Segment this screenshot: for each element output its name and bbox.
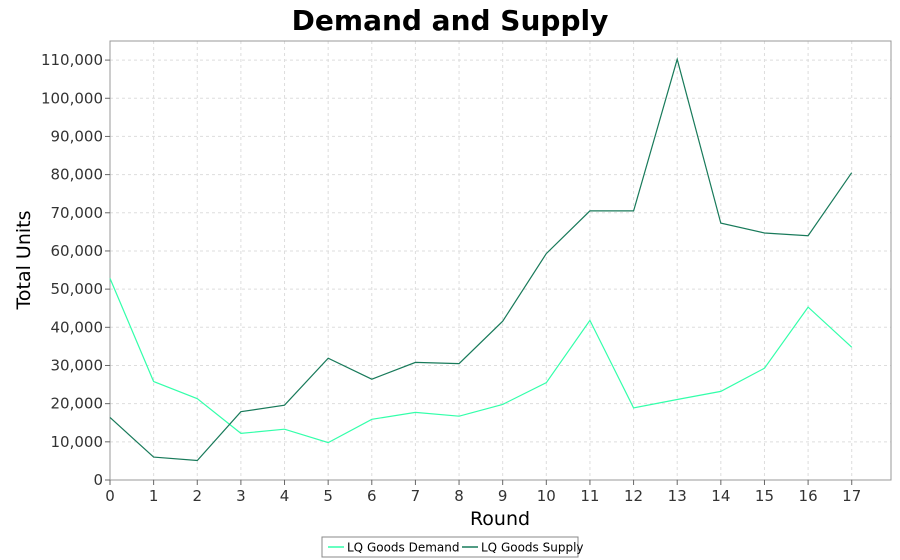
x-tick-label: 15: [755, 487, 774, 505]
y-tick-label: 70,000: [51, 204, 104, 222]
grid-lines: [109, 41, 891, 481]
series-line-lq-goods-demand: [109, 278, 853, 444]
x-tick-label: 2: [192, 487, 202, 505]
x-tick-label: 10: [537, 487, 556, 505]
y-tick-label: 0: [93, 471, 103, 489]
legend-box: [321, 536, 579, 558]
x-tick-label: 6: [367, 487, 377, 505]
y-tick-label: 10,000: [51, 433, 104, 451]
x-tick-label: 4: [280, 487, 290, 505]
x-tick-label: 17: [842, 487, 861, 505]
series-lines: [109, 57, 853, 462]
y-tick-label: 60,000: [51, 242, 104, 260]
y-tick-label: 100,000: [41, 89, 103, 107]
y-axis-label: Total Units: [13, 211, 35, 311]
legend-label: LQ Goods Supply: [481, 541, 584, 555]
x-tick-label: 3: [236, 487, 246, 505]
chart-title: Demand and Supply: [292, 4, 609, 37]
y-tick-label: 110,000: [41, 51, 103, 69]
x-tick-label: 7: [411, 487, 421, 505]
x-tick-label: 14: [711, 487, 730, 505]
y-tick-label: 20,000: [51, 395, 104, 413]
x-tick-label: 8: [454, 487, 464, 505]
x-tick-label: 5: [323, 487, 333, 505]
x-tick-label: 11: [580, 487, 599, 505]
legend-label: LQ Goods Demand: [347, 541, 460, 555]
x-tick-label: 16: [799, 487, 818, 505]
x-tick-label: 1: [149, 487, 159, 505]
x-tick-label: 12: [624, 487, 643, 505]
x-axis-ticks: 0 1 2 3 4 5 6 7 8 9 10 11 12 13 14 15 16 17: [105, 480, 861, 505]
x-tick-label: 13: [668, 487, 687, 505]
y-axis-ticks: 0 10,000 20,000 30,000 40,000 50,000 60,000 70,…: [41, 51, 110, 489]
x-tick-label: 0: [105, 487, 115, 505]
y-tick-label: 30,000: [51, 356, 104, 374]
y-tick-label: 40,000: [51, 318, 104, 336]
x-axis-label: Round: [470, 508, 530, 530]
series-line-lq-goods-supply: [109, 57, 853, 462]
legend: LQ Goods Demand LQ Goods Supply: [321, 536, 584, 558]
x-tick-label: 9: [498, 487, 508, 505]
y-tick-label: 50,000: [51, 280, 104, 298]
y-tick-label: 80,000: [51, 166, 104, 184]
y-tick-label: 90,000: [51, 127, 104, 145]
plot-area: [109, 40, 892, 481]
